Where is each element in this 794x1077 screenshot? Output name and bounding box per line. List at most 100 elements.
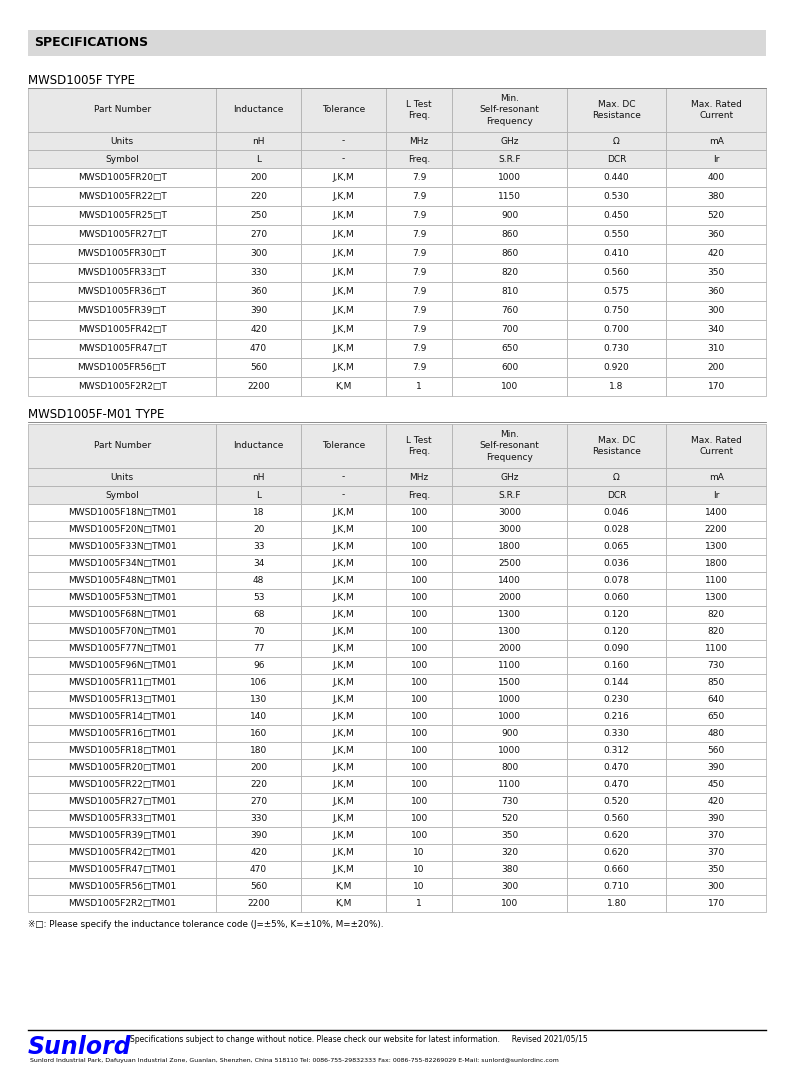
Text: 350: 350 [707, 268, 725, 277]
Bar [301, 640, 386, 657]
Bar [28, 572, 216, 589]
Text: 48: 48 [253, 576, 264, 585]
Bar [28, 168, 216, 187]
Text: 0.730: 0.730 [603, 344, 630, 353]
Bar [567, 339, 666, 358]
Text: Inductance: Inductance [233, 106, 283, 114]
Bar [301, 300, 386, 320]
Bar [28, 844, 216, 861]
Text: 600: 600 [501, 363, 518, 372]
Text: MWSD1005FR27□TM01: MWSD1005FR27□TM01 [68, 797, 176, 806]
Bar [567, 878, 666, 895]
Text: MWSD1005FR30□T: MWSD1005FR30□T [78, 249, 167, 258]
Bar [386, 589, 453, 606]
Text: 1150: 1150 [498, 192, 521, 201]
Text: 100: 100 [410, 559, 428, 568]
Bar [666, 725, 766, 742]
Bar [301, 742, 386, 759]
Text: 1400: 1400 [498, 576, 521, 585]
Bar [28, 150, 216, 168]
Text: J,K,M: J,K,M [333, 542, 354, 551]
Text: Specifications subject to change without notice. Please check our website for la: Specifications subject to change without… [130, 1035, 588, 1044]
Text: 100: 100 [501, 899, 518, 908]
Text: 860: 860 [501, 230, 518, 239]
Text: mA: mA [709, 137, 723, 145]
Bar [301, 424, 386, 468]
Bar [666, 742, 766, 759]
Text: MWSD1005FR18□TM01: MWSD1005FR18□TM01 [68, 746, 176, 755]
Bar [28, 282, 216, 300]
Bar [301, 657, 386, 674]
Bar [453, 623, 567, 640]
Bar [301, 759, 386, 777]
Bar [216, 187, 301, 206]
Text: 200: 200 [707, 363, 725, 372]
Text: 100: 100 [410, 542, 428, 551]
Bar [386, 206, 453, 225]
Bar [567, 521, 666, 538]
Text: GHz: GHz [500, 137, 518, 145]
Text: MWSD1005FR33□T: MWSD1005FR33□T [78, 268, 167, 277]
Bar [567, 708, 666, 725]
Bar [453, 132, 567, 150]
Text: 300: 300 [501, 882, 518, 891]
Text: 0.450: 0.450 [603, 211, 630, 220]
Bar [453, 606, 567, 623]
Text: J,K,M: J,K,M [333, 524, 354, 534]
Text: MWSD1005FR56□TM01: MWSD1005FR56□TM01 [68, 882, 176, 891]
Bar [386, 521, 453, 538]
Bar [301, 895, 386, 912]
Bar [301, 708, 386, 725]
Text: 7.9: 7.9 [412, 286, 426, 296]
Bar [666, 657, 766, 674]
Text: MWSD1005F48N□TM01: MWSD1005F48N□TM01 [67, 576, 176, 585]
Bar [216, 691, 301, 708]
Bar [28, 589, 216, 606]
Bar [28, 759, 216, 777]
Text: J,K,M: J,K,M [333, 192, 354, 201]
Bar [386, 878, 453, 895]
Text: MWSD1005FR42□T: MWSD1005FR42□T [78, 325, 167, 334]
Text: 100: 100 [410, 593, 428, 602]
Bar [453, 150, 567, 168]
Bar [453, 674, 567, 691]
Bar [666, 861, 766, 878]
Bar [453, 895, 567, 912]
Text: Max. DC
Resistance: Max. DC Resistance [592, 100, 641, 120]
Bar [453, 263, 567, 282]
Bar [453, 691, 567, 708]
Bar [666, 640, 766, 657]
Text: 560: 560 [707, 746, 725, 755]
Bar [301, 339, 386, 358]
Text: MWSD1005FR36□T: MWSD1005FR36□T [78, 286, 167, 296]
Bar [567, 572, 666, 589]
Bar [666, 486, 766, 504]
Text: J,K,M: J,K,M [333, 865, 354, 875]
Text: MWSD1005F96N□TM01: MWSD1005F96N□TM01 [67, 661, 176, 670]
Bar [453, 589, 567, 606]
Bar [666, 827, 766, 844]
Bar [28, 88, 216, 132]
Bar [301, 187, 386, 206]
Bar [28, 225, 216, 244]
Text: 380: 380 [707, 192, 725, 201]
Text: J,K,M: J,K,M [333, 363, 354, 372]
Text: 730: 730 [707, 661, 725, 670]
Text: 0.710: 0.710 [603, 882, 630, 891]
Text: L: L [256, 154, 261, 164]
Bar [666, 555, 766, 572]
Text: 2200: 2200 [247, 382, 270, 391]
Text: 2000: 2000 [498, 593, 521, 602]
Text: 390: 390 [707, 814, 725, 823]
Text: 7.9: 7.9 [412, 268, 426, 277]
Bar [301, 320, 386, 339]
Bar [216, 150, 301, 168]
Text: Units: Units [110, 473, 133, 481]
Text: 860: 860 [501, 249, 518, 258]
Text: 77: 77 [252, 644, 264, 653]
Bar [386, 844, 453, 861]
Bar [567, 300, 666, 320]
Bar [216, 844, 301, 861]
Bar [567, 810, 666, 827]
Bar [301, 521, 386, 538]
